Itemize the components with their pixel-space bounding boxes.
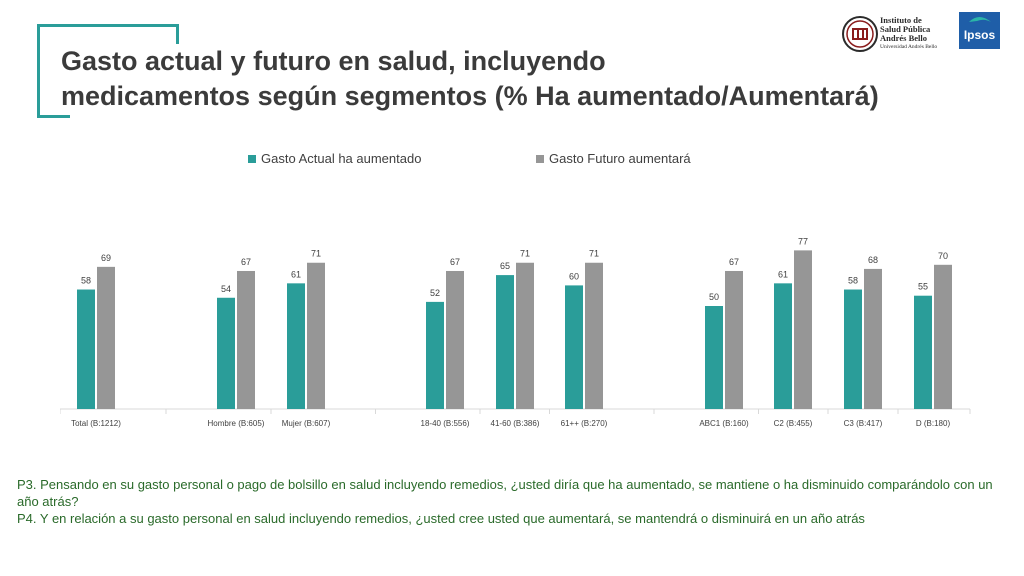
bar-series2 [585,262,603,409]
x-tick-label: D (B:180) [916,419,951,428]
x-tick-label: 61++ (B:270) [561,419,608,428]
bar-series2 [516,262,534,409]
x-tick-label: ABC1 (B:160) [699,419,749,428]
bar-series1 [496,275,514,409]
note-p3: P3. Pensando en su gasto personal o pago… [17,477,993,509]
data-label-series1: 55 [918,282,928,292]
bar-series2 [237,270,255,409]
instituto-line4: Universidad Andrés Bello [880,44,938,50]
bar-series1 [705,306,723,409]
legend-item-series2: Gasto Futuro aumentará [536,151,691,166]
data-label-series2: 70 [938,251,948,261]
instituto-line3: Andrés Bello [880,33,927,43]
x-tick-label: C3 (B:417) [844,419,883,428]
x-tick-label: Mujer (B:607) [282,419,331,428]
bar-series1 [426,301,444,409]
data-label-series1: 58 [81,276,91,286]
instituto-seal-icon [842,16,878,52]
x-tick-label: 18-40 (B:556) [421,419,470,428]
legend-label-series1: Gasto Actual ha aumentado [261,151,422,166]
bar-series1 [287,283,305,409]
data-label-series2: 68 [868,255,878,265]
bar-series2 [934,264,952,409]
bar-series1 [914,295,932,409]
bar-series2 [446,270,464,409]
instituto-line1: Instituto de [880,15,922,25]
bar-series1 [844,289,862,409]
bar-series2 [307,262,325,409]
bar-series2 [794,250,812,409]
data-label-series1: 58 [848,276,858,286]
instituto-line2: Salud Pública [880,24,931,34]
ipsos-logo: Ipsos [959,12,1000,49]
page-title: Gasto actual y futuro en salud, incluyen… [61,44,941,114]
data-label-series2: 67 [729,257,739,267]
data-label-series1: 54 [221,284,231,294]
x-tick-label: 41-60 (B:386) [491,419,540,428]
bar-series1 [217,297,235,409]
frame-bottom-stub [37,115,70,118]
bar-series2 [97,266,115,409]
bar-series2 [864,268,882,409]
legend-item-series1: Gasto Actual ha aumentado [248,151,421,166]
data-label-series2: 71 [589,249,599,259]
data-label-series1: 60 [569,271,579,281]
data-label-series2: 71 [311,249,321,259]
data-label-series1: 52 [430,288,440,298]
data-label-series2: 77 [798,236,808,246]
note-p4: P4. Y en relación a su gasto personal en… [17,511,865,526]
data-label-series2: 67 [241,257,251,267]
data-label-series1: 61 [291,269,301,279]
question-notes: P3. Pensando en su gasto personal o pago… [17,476,1007,527]
bar-series1 [77,289,95,409]
bar-chart: 58 69 Total (B:1212) 54 67 Hombre (B:605) 61 71… [60,236,971,428]
frame-top-line [37,24,179,27]
frame-left-line [37,24,40,118]
x-tick-label: C2 (B:455) [774,419,813,428]
bar-series2 [725,270,743,409]
chart-legend: Gasto Actual ha aumentado Gasto Futuro a… [0,151,1024,167]
legend-swatch-series2 [536,154,544,163]
bar-series1 [774,283,792,409]
instituto-logo: Instituto de Salud Pública Andrés Bello … [842,12,947,58]
legend-swatch-series1 [248,154,256,163]
data-label-series2: 67 [450,257,460,267]
x-tick-label: Hombre (B:605) [208,419,265,428]
data-label-series1: 50 [709,292,719,302]
x-tick-label: Total (B:1212) [71,419,121,428]
ipsos-logo-text: Ipsos [964,28,996,42]
data-label-series2: 69 [101,253,111,263]
frame-right-stub [176,24,179,44]
instituto-text: Instituto de Salud Pública Andrés Bello … [880,16,937,52]
page-title-line1: Gasto actual y futuro en salud, incluyen… [61,46,606,76]
data-label-series1: 61 [778,269,788,279]
data-label-series2: 71 [520,249,530,259]
page-title-line2: medicamentos según segmentos (% Ha aumen… [61,81,879,111]
bar-series1 [565,285,583,409]
data-label-series1: 65 [500,261,510,271]
legend-label-series2: Gasto Futuro aumentará [549,151,691,166]
